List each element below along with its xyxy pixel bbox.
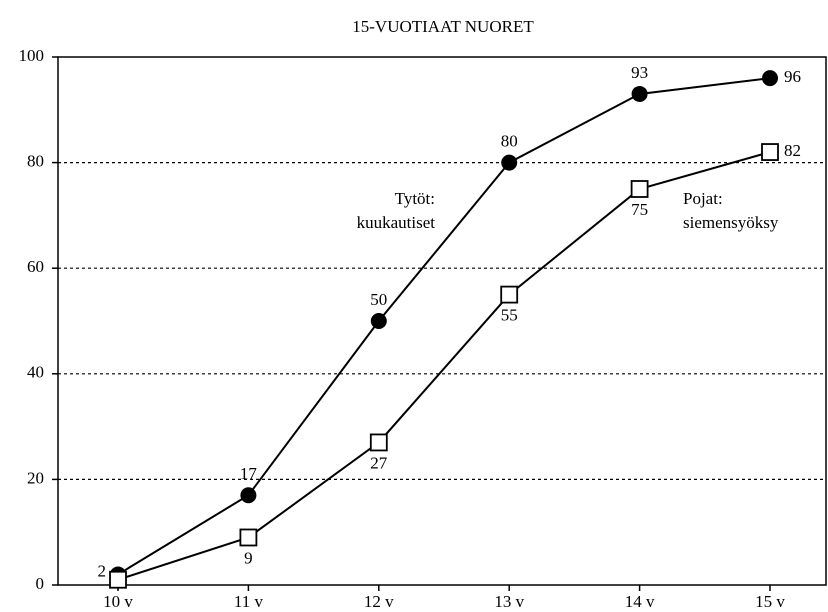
marker bbox=[630, 180, 649, 198]
plot-frame bbox=[57, 56, 827, 586]
marker bbox=[239, 528, 258, 547]
y-tick-label: 0 bbox=[36, 574, 45, 593]
marker bbox=[370, 313, 387, 329]
y-tick-label: 40 bbox=[27, 363, 44, 382]
y-tick-label: 20 bbox=[27, 468, 44, 487]
marker bbox=[761, 143, 779, 161]
data-label: 96 bbox=[784, 67, 801, 86]
y-tick-label: 80 bbox=[27, 152, 44, 171]
x-tick-label: 14 v bbox=[625, 592, 655, 611]
marker bbox=[500, 285, 519, 304]
data-label: 50 bbox=[370, 290, 387, 309]
x-tick-label: 15 v bbox=[755, 592, 785, 611]
annotation: kuukautiset bbox=[357, 213, 436, 232]
marker bbox=[109, 570, 127, 589]
marker bbox=[369, 433, 388, 452]
annotation: siemensyöksy bbox=[683, 213, 779, 232]
data-label: 82 bbox=[784, 141, 801, 160]
marker bbox=[631, 85, 648, 102]
series-line bbox=[117, 151, 771, 581]
y-tick-label: 100 bbox=[19, 46, 45, 65]
data-label: 93 bbox=[631, 63, 648, 82]
x-tick-label: 11 v bbox=[234, 592, 264, 611]
series-line bbox=[117, 77, 771, 576]
data-label: 55 bbox=[501, 306, 518, 325]
data-label: 80 bbox=[501, 132, 518, 151]
x-tick-label: 10 v bbox=[103, 592, 133, 611]
annotation: Tytöt: bbox=[395, 189, 435, 208]
x-tick-label: 12 v bbox=[364, 592, 394, 611]
data-label: 2 bbox=[98, 561, 107, 580]
data-label: 9 bbox=[244, 548, 253, 567]
marker bbox=[240, 487, 257, 504]
data-label: 75 bbox=[631, 200, 648, 219]
y-tick-label: 60 bbox=[27, 257, 44, 276]
x-tick-label: 13 v bbox=[494, 592, 524, 611]
data-label: 17 bbox=[240, 464, 258, 483]
marker bbox=[762, 70, 778, 87]
annotation: Pojat: bbox=[683, 189, 723, 208]
marker bbox=[501, 154, 518, 171]
data-label: 27 bbox=[370, 453, 388, 472]
chart-title: 15-VUOTIAAT NUORET bbox=[352, 17, 534, 36]
